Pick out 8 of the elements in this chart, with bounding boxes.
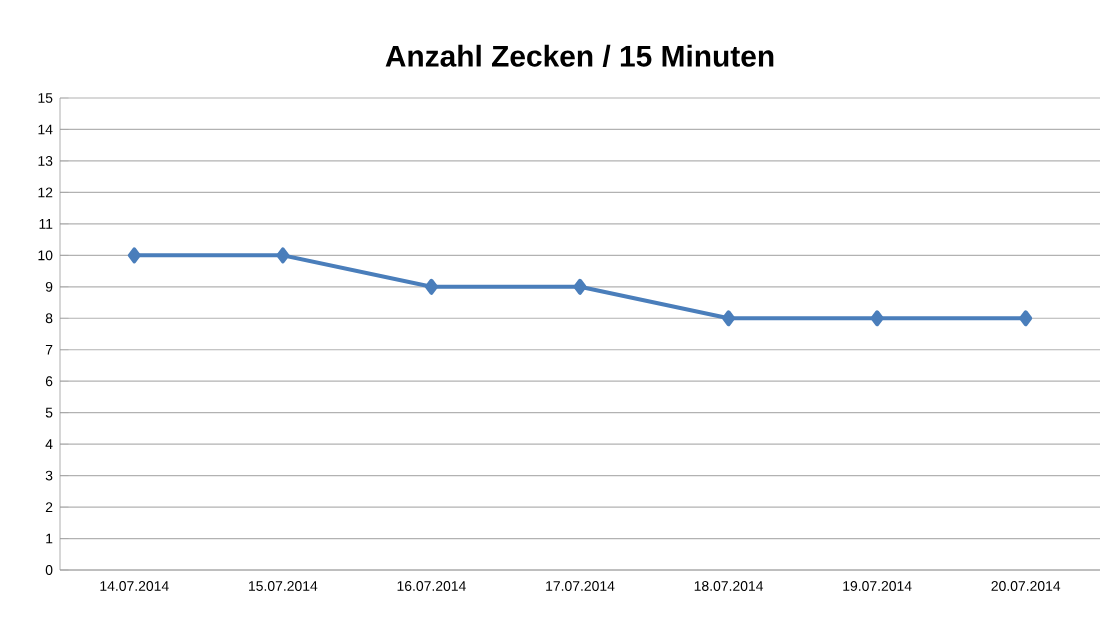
chart-title: Anzahl Zecken / 15 Minuten [385, 44, 774, 68]
point [870, 310, 884, 327]
point [276, 247, 290, 264]
point [722, 310, 736, 327]
point [573, 278, 587, 295]
point [1019, 310, 1033, 327]
point [127, 247, 141, 264]
point [424, 278, 438, 295]
